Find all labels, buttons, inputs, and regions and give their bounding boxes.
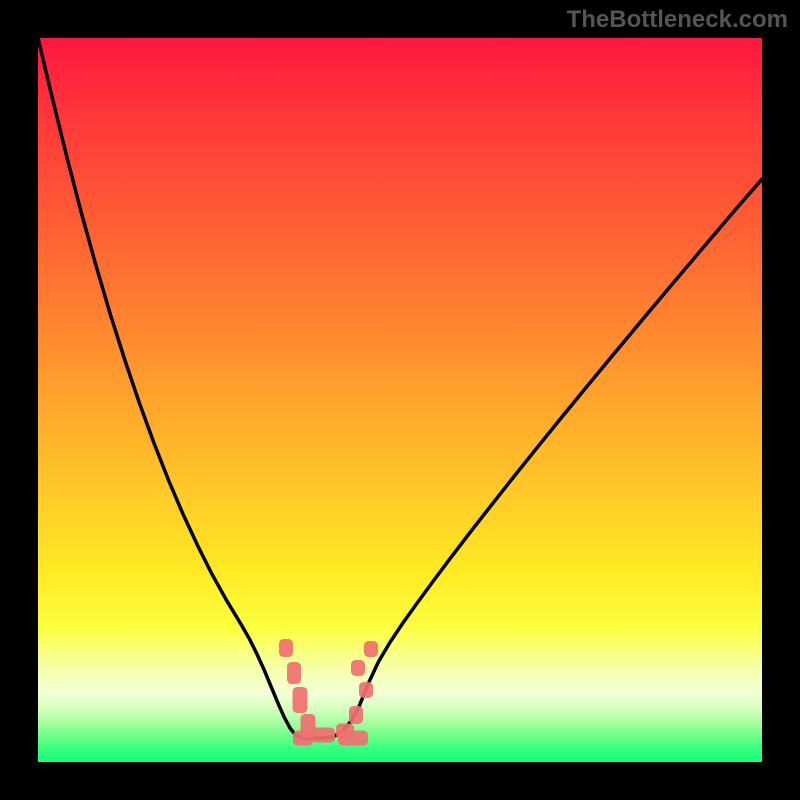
chart-stage: TheBottleneck.com — [0, 0, 800, 800]
marker-dot — [293, 687, 308, 713]
curve-layer — [38, 38, 762, 762]
bottleneck-curve — [38, 38, 762, 738]
marker-dot — [359, 682, 373, 698]
bottom-markers — [279, 639, 378, 746]
marker-dot — [364, 641, 378, 657]
marker-dot — [311, 728, 335, 743]
marker-dot — [349, 706, 363, 724]
marker-dot — [287, 662, 301, 684]
plot-area — [38, 38, 762, 762]
watermark-text: TheBottleneck.com — [567, 6, 788, 34]
marker-dot — [336, 724, 354, 739]
marker-dot — [279, 639, 293, 657]
marker-dot — [293, 731, 313, 746]
marker-dot — [351, 660, 365, 676]
